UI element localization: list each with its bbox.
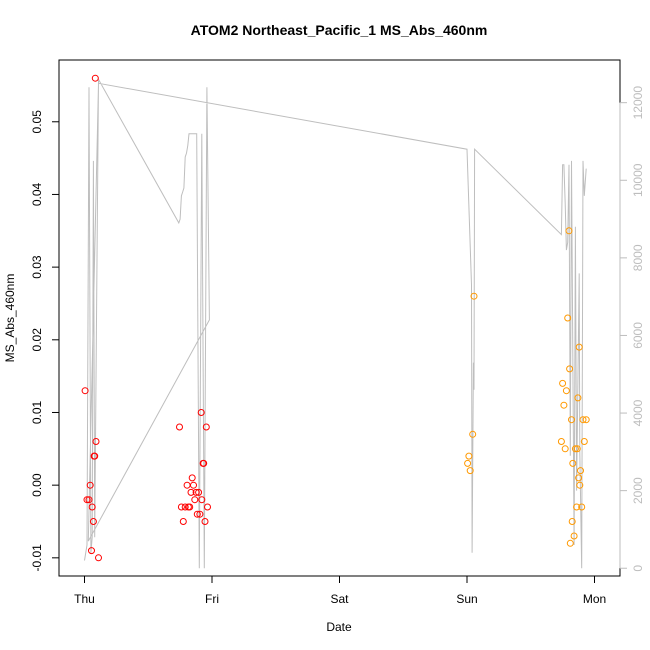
data-point xyxy=(200,459,208,467)
data-point xyxy=(566,539,574,547)
data-point xyxy=(559,379,567,387)
chart-title: ATOM2 Northeast_Pacific_1 MS_Abs_460nm xyxy=(191,22,488,38)
data-point xyxy=(188,474,196,482)
data-point xyxy=(181,503,189,511)
secondary-y-axis: 0 2000 4000 6000 8000 10000 12000 xyxy=(619,86,645,572)
data-points xyxy=(81,74,590,562)
x-tick-label: Sat xyxy=(330,592,349,606)
data-point xyxy=(582,416,590,424)
y2-tick-label: 10000 xyxy=(631,163,645,197)
data-point xyxy=(176,423,183,431)
data-point xyxy=(183,481,191,489)
data-point xyxy=(81,387,89,395)
depth-line-layer xyxy=(84,77,587,569)
data-point xyxy=(186,503,194,511)
data-point xyxy=(560,401,568,409)
data-point xyxy=(198,496,206,504)
y2-tick-label: 4000 xyxy=(631,399,645,426)
data-point xyxy=(575,474,583,482)
data-point xyxy=(557,438,565,445)
data-point xyxy=(464,459,472,467)
data-point xyxy=(562,387,570,395)
data-point xyxy=(202,423,210,431)
depth-series-line xyxy=(84,77,587,569)
data-point xyxy=(88,547,95,555)
x-tick-label: Fri xyxy=(205,592,219,606)
y2-tick-label: 6000 xyxy=(631,322,645,349)
data-point xyxy=(92,438,100,445)
data-point xyxy=(466,467,474,475)
data-point xyxy=(565,227,573,235)
data-point xyxy=(577,467,584,475)
y2-tick-label: 0 xyxy=(631,565,645,572)
data-point xyxy=(201,518,209,525)
y-tick-label: 0.05 xyxy=(30,110,44,134)
data-point xyxy=(576,481,584,489)
data-point xyxy=(571,445,579,453)
x-tick-label: Mon xyxy=(583,592,606,606)
data-point xyxy=(470,292,478,300)
data-point xyxy=(191,496,199,504)
data-point xyxy=(86,481,94,489)
data-point xyxy=(195,488,203,496)
data-point xyxy=(88,503,96,511)
data-point xyxy=(573,445,581,453)
y-tick-label: 0.01 xyxy=(30,400,44,424)
y-tick-label: 0.02 xyxy=(30,328,44,352)
y-tick-label: 0.04 xyxy=(30,182,44,206)
data-point xyxy=(187,488,195,496)
data-point xyxy=(566,365,574,373)
data-point xyxy=(192,488,200,496)
data-point xyxy=(85,496,93,504)
data-point xyxy=(179,518,187,525)
data-point xyxy=(561,445,569,453)
y-axis: -0.01 0.00 0.01 0.02 0.03 0.04 0.05 xyxy=(30,110,60,572)
y2-tick-label: 8000 xyxy=(631,244,645,271)
data-point xyxy=(465,452,473,460)
data-point xyxy=(193,510,201,518)
data-point xyxy=(190,481,197,489)
data-point xyxy=(573,503,581,511)
y-tick-label: 0.00 xyxy=(30,473,44,497)
data-point xyxy=(197,409,205,416)
data-point xyxy=(89,518,97,525)
data-point xyxy=(177,503,185,511)
data-point xyxy=(568,518,576,525)
x-axis: Thu Fri Sat Sun Mon xyxy=(74,575,606,606)
y-axis-label: MS_Abs_460nm xyxy=(3,274,17,363)
x-tick-label: Thu xyxy=(74,592,95,606)
data-point xyxy=(568,416,575,424)
y-tick-label: 0.03 xyxy=(30,255,44,279)
data-point xyxy=(204,503,211,511)
y2-tick-label: 12000 xyxy=(631,86,645,120)
data-point xyxy=(83,496,91,504)
data-point xyxy=(574,394,582,402)
data-point xyxy=(570,532,578,540)
data-point xyxy=(578,503,586,511)
y-tick-label: -0.01 xyxy=(30,544,44,572)
data-point xyxy=(580,438,588,445)
x-tick-label: Sun xyxy=(456,592,477,606)
data-point xyxy=(575,343,583,351)
plot-frame xyxy=(58,59,621,577)
y2-tick-label: 2000 xyxy=(631,477,645,504)
data-point xyxy=(469,430,477,438)
data-point xyxy=(91,74,99,82)
data-point xyxy=(196,510,204,518)
x-axis-label: Date xyxy=(326,620,352,634)
data-point xyxy=(564,314,572,322)
data-point xyxy=(579,416,587,424)
data-point xyxy=(569,459,577,467)
data-point xyxy=(91,452,99,460)
data-point xyxy=(95,554,102,562)
